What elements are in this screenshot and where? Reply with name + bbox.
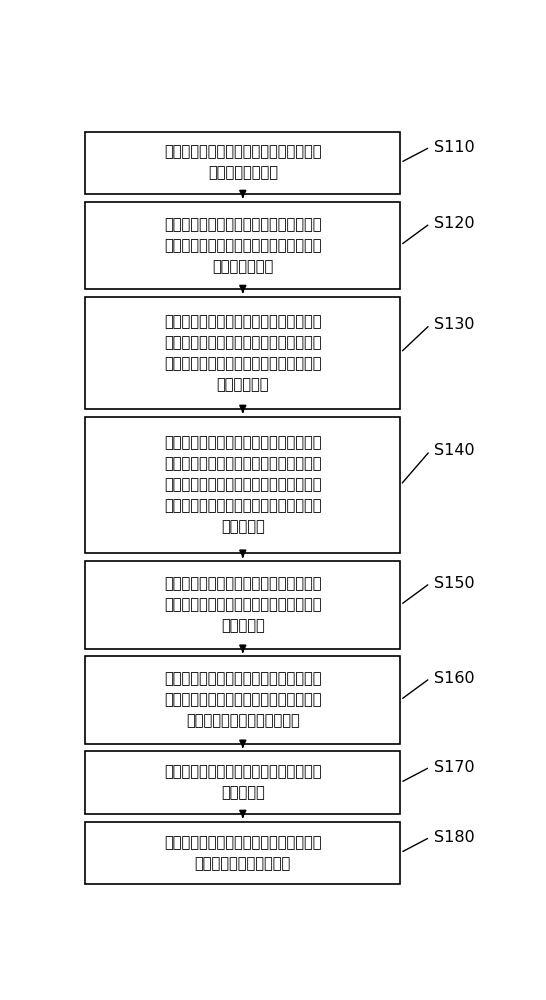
Text: S140: S140 [434, 443, 475, 458]
Text: 根据所述当前时刻系统状态量更新当前时
刻系统误差协方差矩阵值: 根据所述当前时刻系统状态量更新当前时 刻系统误差协方差矩阵值 [164, 835, 322, 871]
Text: 获取上一时刻系统误差协方差矩阵值，根
据上一时刻系统误差协方差矩阵值和所述
系统状态矩阵值获取当前时刻系统误差协
方差矩阵值；: 获取上一时刻系统误差协方差矩阵值，根 据上一时刻系统误差协方差矩阵值和所述 系统… [164, 314, 322, 392]
Text: S150: S150 [434, 576, 475, 591]
Text: 获取上一时刻系统状态量，根据当前时刻
角速度数据和上一时刻系统状态量求取系
统状态矩阵值；: 获取上一时刻系统状态量，根据当前时刻 角速度数据和上一时刻系统状态量求取系 统状… [164, 217, 322, 274]
Text: 根据所述当前时刻系统状态量中的四元数
获取姿态角: 根据所述当前时刻系统状态量中的四元数 获取姿态角 [164, 765, 322, 801]
Bar [85, 822, 400, 884]
Text: 根据所述当前时刻地磁场强度数据和上一
时刻系统状态量，建立系统测量方程，利
用所述上一时刻系统状态量对所述系统测
量方程求偏导，获取系统测量方程的雅克
比矩阵值: 根据所述当前时刻地磁场强度数据和上一 时刻系统状态量，建立系统测量方程，利 用所… [164, 436, 322, 535]
Bar [85, 656, 400, 744]
Text: 获取当前时刻角速度数据、加速度数据和
地磁场强度数据；: 获取当前时刻角速度数据、加速度数据和 地磁场强度数据； [164, 145, 322, 181]
Bar [85, 297, 400, 409]
Text: S110: S110 [434, 140, 475, 155]
Text: S170: S170 [434, 760, 475, 775]
Text: 根据所述卡尔曼增益矩阵值、上一时刻系
统状态量、系统测量量和所述系统测量方
程获取当前时刻系统状态量，: 根据所述卡尔曼增益矩阵值、上一时刻系 统状态量、系统测量量和所述系统测量方 程获… [164, 671, 322, 728]
Text: S180: S180 [434, 830, 475, 845]
Bar [85, 561, 400, 649]
Text: S130: S130 [434, 317, 475, 332]
Text: 根据所述当前时刻协方差矩阵值和所述系
统测量方程的雅克比矩阵值获取卡尔曼增
益矩阵值；: 根据所述当前时刻协方差矩阵值和所述系 统测量方程的雅克比矩阵值获取卡尔曼增 益矩… [164, 576, 322, 633]
Text: S120: S120 [434, 216, 475, 231]
Bar [85, 132, 400, 194]
Bar [85, 751, 400, 814]
Bar [85, 202, 400, 289]
Text: S160: S160 [434, 671, 475, 686]
Bar [85, 417, 400, 553]
